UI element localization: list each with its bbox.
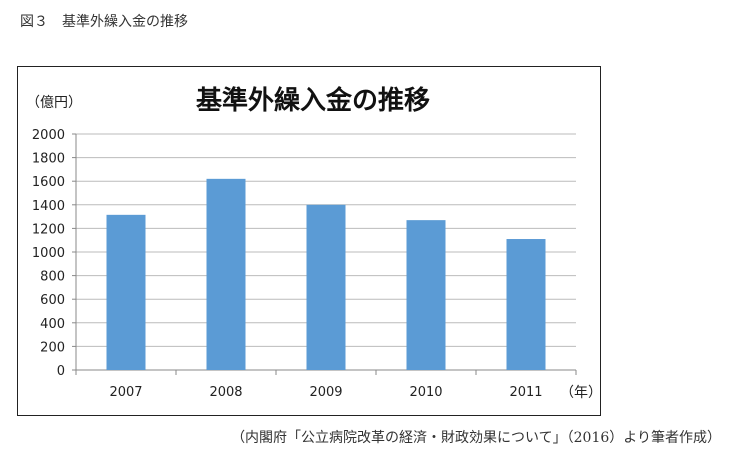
bar-2011	[506, 239, 546, 370]
y-tick-label: 1800	[32, 152, 65, 167]
y-tick-label: 400	[40, 317, 65, 332]
chart-title: 基準外繰入金の推移	[196, 85, 430, 116]
y-tick-label: 1000	[32, 246, 65, 261]
bar-2007	[106, 214, 146, 370]
x-tick-label: 2007	[109, 385, 142, 400]
y-tick-label: 1400	[32, 199, 65, 214]
x-tick-label: 2011	[509, 385, 542, 400]
y-tick-label: 0	[57, 364, 65, 379]
y-tick-label: 1200	[32, 222, 65, 237]
x-tick-label: 2009	[309, 385, 342, 400]
figure-caption: 図３ 基準外繰入金の推移	[20, 14, 188, 30]
x-axis-label: （年）	[560, 385, 602, 401]
x-tick-label: 2008	[209, 385, 242, 400]
y-tick-label: 200	[40, 340, 65, 355]
bar-2010	[406, 220, 446, 370]
bar-2009	[306, 204, 346, 370]
bar-2008	[206, 178, 246, 370]
y-tick-label: 1600	[32, 175, 65, 190]
x-tick-label: 2010	[409, 385, 442, 400]
chart-frame	[17, 66, 601, 416]
y-tick-label: 600	[40, 293, 65, 308]
y-tick-label: 800	[40, 270, 65, 285]
y-axis-label: （億円）	[26, 95, 82, 111]
source-note: （内閣府「公立病院改革の経済・財政効果について」（2016）より筆者作成）	[231, 430, 721, 446]
y-tick-label: 2000	[32, 128, 65, 143]
